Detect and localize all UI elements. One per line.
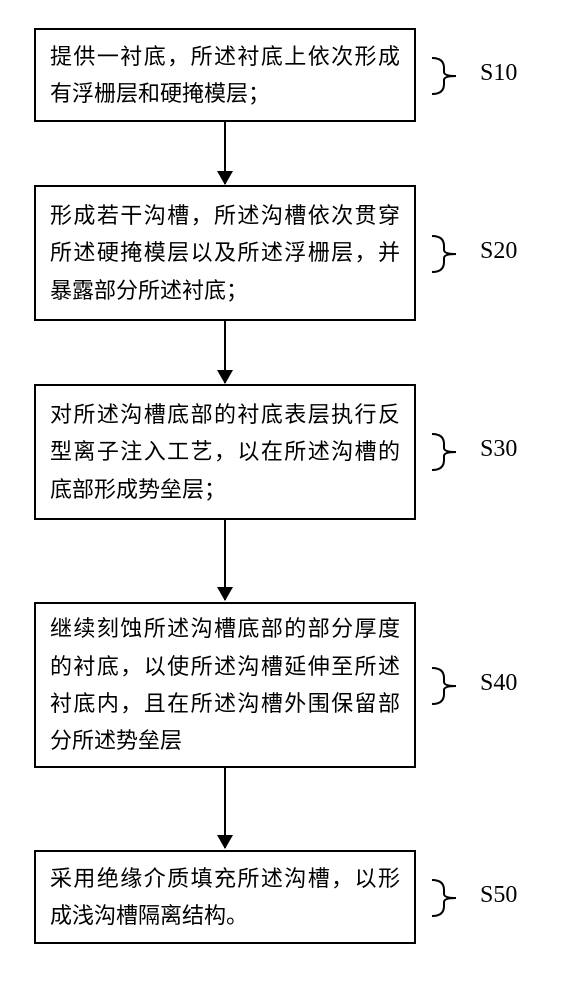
step-label-s10: S10	[480, 60, 517, 87]
flow-node-s10-text: 提供一衬底，所述衬底上依次形成有浮栅层和硬掩模层；	[50, 38, 400, 113]
step-label-s30: S30	[480, 436, 517, 463]
brace-icon	[430, 234, 460, 274]
brace-icon	[430, 878, 460, 918]
step-label-s40: S40	[480, 670, 517, 697]
brace-icon	[430, 432, 460, 472]
brace-icon	[430, 56, 460, 96]
flow-node-s40: 继续刻蚀所述沟槽底部的部分厚度的衬底，以使所述沟槽延伸至所述衬底内，且在所述沟槽…	[34, 602, 416, 768]
brace-icon	[430, 666, 460, 706]
flowchart-stage: 提供一衬底，所述衬底上依次形成有浮栅层和硬掩模层； S10 形成若干沟槽，所述沟…	[0, 0, 563, 1000]
flow-node-s20-text: 形成若干沟槽，所述沟槽依次贯穿所述硬掩模层以及所述浮栅层，并暴露部分所述衬底；	[50, 197, 400, 309]
flow-arrow	[224, 768, 226, 848]
flow-node-s20: 形成若干沟槽，所述沟槽依次贯穿所述硬掩模层以及所述浮栅层，并暴露部分所述衬底；	[34, 185, 416, 321]
flow-node-s10: 提供一衬底，所述衬底上依次形成有浮栅层和硬掩模层；	[34, 28, 416, 122]
flow-node-s30: 对所述沟槽底部的衬底表层执行反型离子注入工艺，以在所述沟槽的底部形成势垒层；	[34, 384, 416, 520]
flow-node-s50: 采用绝缘介质填充所述沟槽，以形成浅沟槽隔离结构。	[34, 850, 416, 944]
step-label-s20: S20	[480, 238, 517, 265]
step-label-s50: S50	[480, 882, 517, 909]
flow-node-s30-text: 对所述沟槽底部的衬底表层执行反型离子注入工艺，以在所述沟槽的底部形成势垒层；	[50, 396, 400, 508]
flow-arrow	[224, 122, 226, 184]
flow-node-s40-text: 继续刻蚀所述沟槽底部的部分厚度的衬底，以使所述沟槽延伸至所述衬底内，且在所述沟槽…	[50, 610, 400, 760]
flow-arrow	[224, 520, 226, 600]
flow-node-s50-text: 采用绝缘介质填充所述沟槽，以形成浅沟槽隔离结构。	[50, 860, 400, 935]
flow-arrow	[224, 321, 226, 383]
